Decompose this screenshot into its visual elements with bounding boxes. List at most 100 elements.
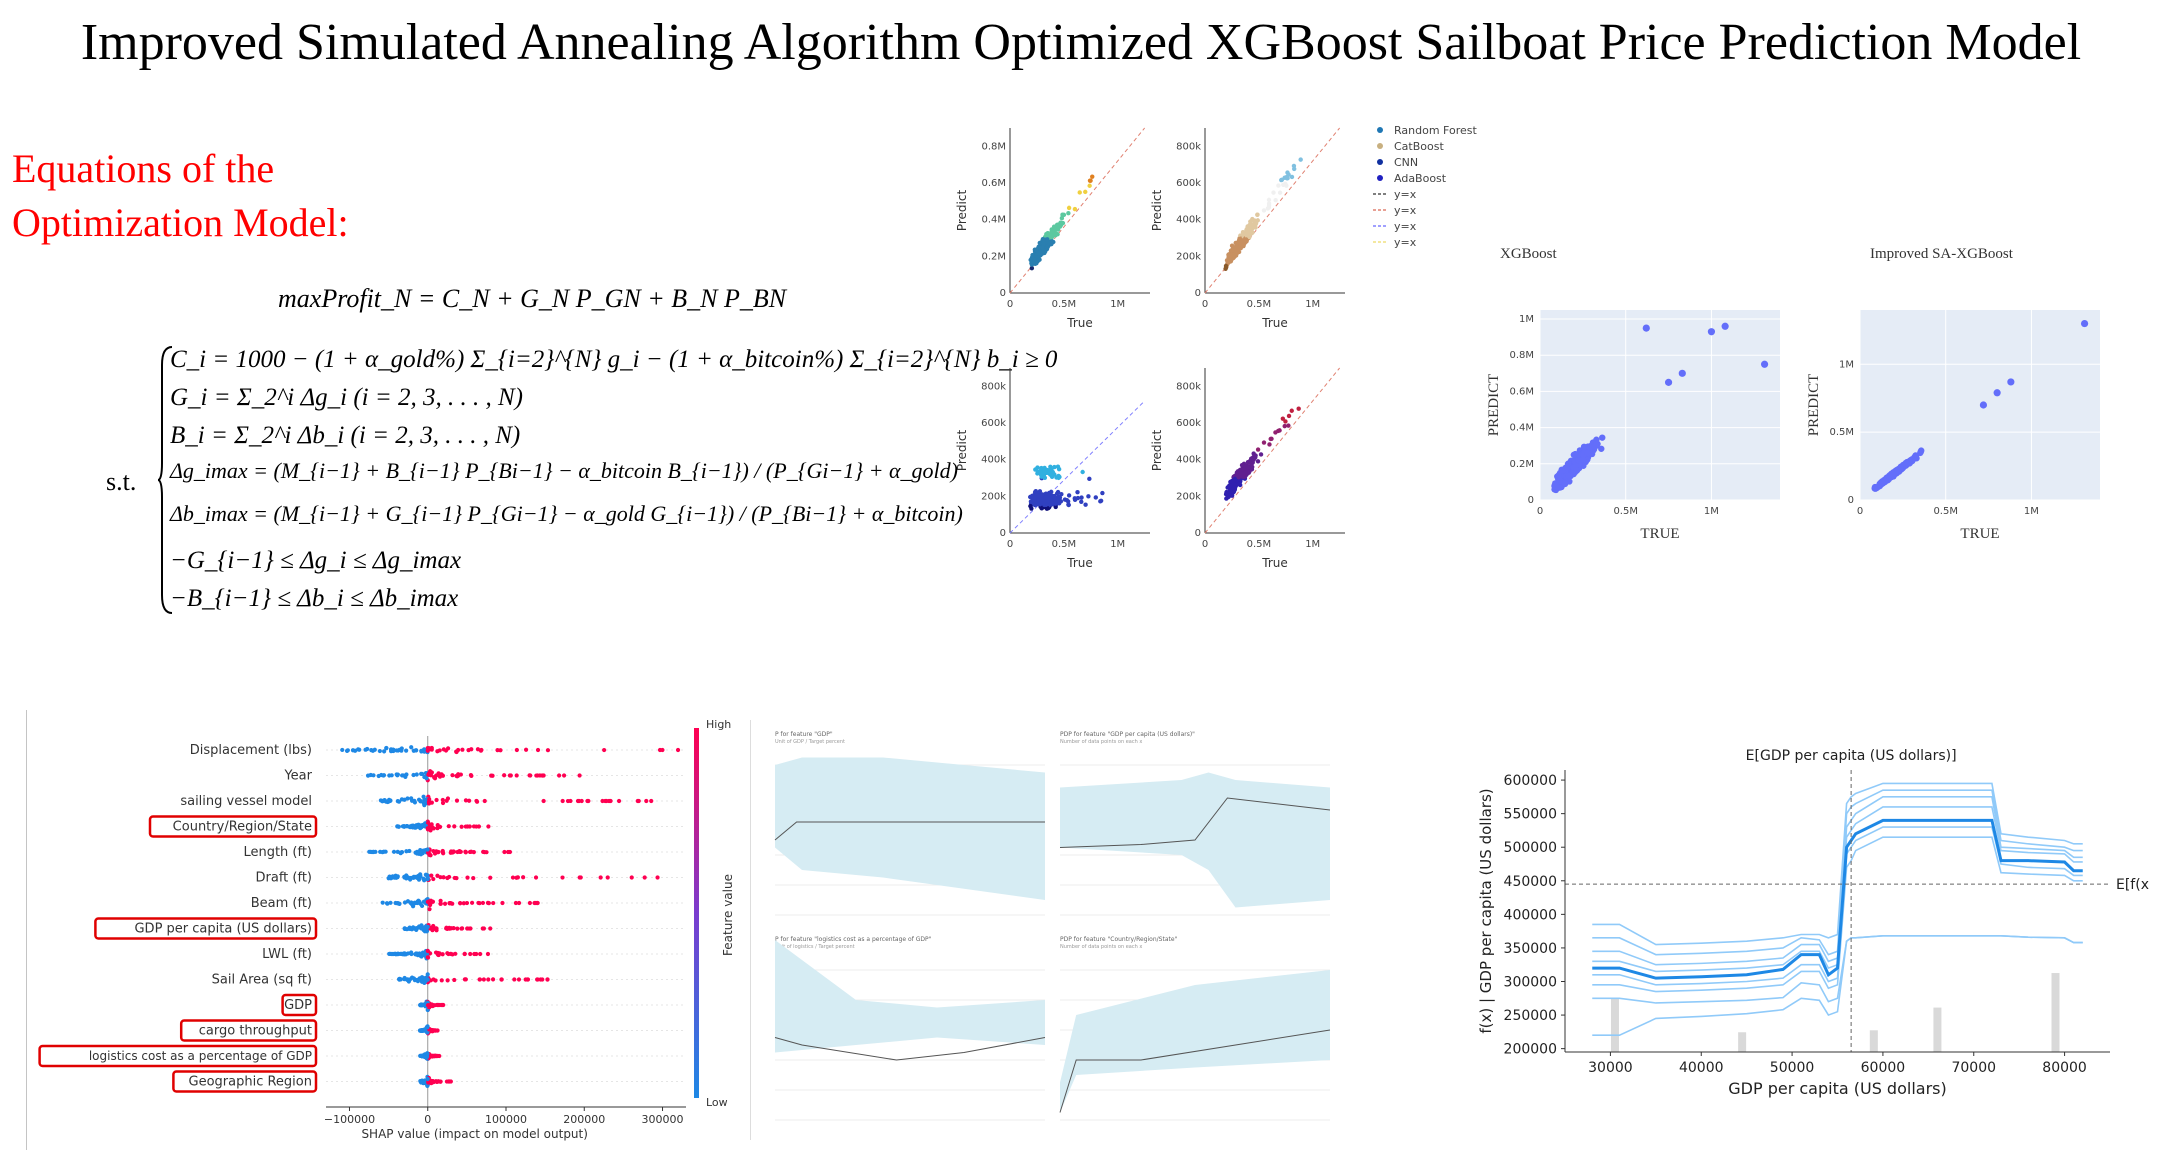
shap-point bbox=[416, 797, 422, 802]
shap-point bbox=[425, 955, 430, 960]
y-axis-label: Predict bbox=[955, 430, 969, 472]
identity-line bbox=[1204, 367, 1341, 534]
scatter-point bbox=[1036, 498, 1041, 503]
y-axis-label: Predict bbox=[1150, 190, 1164, 232]
shap-point bbox=[437, 774, 443, 779]
scatter-point bbox=[1053, 230, 1058, 236]
scatter-point bbox=[1250, 216, 1255, 222]
shap-point bbox=[340, 747, 345, 753]
shap-row: Displacement (lbs) bbox=[190, 743, 686, 758]
legend-marker bbox=[1377, 143, 1383, 149]
ice-line bbox=[1592, 935, 2083, 1037]
y-tick-label: 350000 bbox=[1504, 941, 1557, 957]
scatter-point bbox=[1249, 467, 1255, 472]
shap-point bbox=[485, 951, 491, 957]
shap-point bbox=[429, 925, 434, 930]
scatter-point bbox=[1240, 239, 1246, 244]
shap-point bbox=[660, 747, 665, 753]
shap-point bbox=[516, 900, 522, 906]
scatter-point bbox=[1033, 489, 1039, 494]
shap-point bbox=[545, 977, 550, 982]
pdp-subtitle: Unit of logistics / Target percent bbox=[775, 944, 855, 950]
shap-point bbox=[435, 1002, 440, 1008]
shap-point bbox=[491, 900, 496, 906]
scatter-point bbox=[1055, 464, 1061, 469]
y-axis-label: Predict bbox=[955, 190, 969, 232]
scatter-point bbox=[1047, 490, 1052, 496]
scatter-point bbox=[1058, 499, 1064, 504]
panel-title: Improved SA-XGBoost bbox=[1870, 246, 2014, 262]
shap-point bbox=[477, 901, 482, 906]
shap-point bbox=[512, 977, 517, 982]
scatter-point bbox=[1040, 236, 1046, 242]
scatter-point bbox=[1267, 442, 1272, 447]
shap-point bbox=[486, 824, 491, 829]
scatter-point bbox=[1038, 469, 1043, 475]
scatter-point bbox=[1030, 260, 1036, 265]
scatter-point bbox=[1035, 465, 1040, 470]
scatter-point bbox=[1030, 493, 1035, 498]
scatter-point bbox=[1251, 224, 1257, 230]
shap-point bbox=[488, 875, 493, 880]
feature-label: Country/Region/State bbox=[173, 820, 312, 835]
y-tick-label: 0.8M bbox=[981, 141, 1006, 152]
improved-sa-xgboost-scatter: Improved SA-XGBoost 0 0.5M 1M 0 0.5M 1M TRUE PRE… bbox=[1806, 246, 2100, 542]
shap-point bbox=[642, 875, 647, 880]
shap-point bbox=[417, 924, 422, 929]
shap-point bbox=[425, 1003, 431, 1008]
scatter-point bbox=[2080, 319, 2089, 328]
shap-row: LWL (ft) bbox=[262, 947, 686, 962]
y-tick-label: 0 bbox=[1195, 528, 1201, 539]
shap-point bbox=[442, 901, 448, 906]
shap-point bbox=[514, 875, 519, 880]
constraint-5: Δb_imax = (M_{i−1} + G_{i−1} P_{Gi−1} − … bbox=[170, 501, 963, 526]
shap-point bbox=[565, 798, 571, 804]
constraint-6: −G_{i−1} ≤ Δg_i ≤ Δg_imax bbox=[170, 547, 462, 574]
scatter-point bbox=[1559, 467, 1566, 474]
ice-line bbox=[1592, 796, 2083, 966]
scatter-point bbox=[1285, 176, 1290, 181]
shap-point bbox=[440, 952, 445, 957]
equations-heading: Equations of the Optimization Model: bbox=[12, 142, 349, 250]
scatter-point bbox=[1037, 257, 1042, 262]
shap-point bbox=[523, 977, 528, 982]
scatter-point bbox=[1054, 223, 1060, 228]
x-tick-label: 0.5M bbox=[1052, 539, 1077, 550]
shap-row: Beam (ft) bbox=[251, 896, 686, 912]
scatter-point bbox=[1045, 231, 1050, 236]
shap-point bbox=[602, 747, 607, 753]
x-tick-label: 0.5M bbox=[1247, 299, 1272, 310]
shap-point bbox=[422, 797, 427, 802]
y-tick-label: 800k bbox=[1176, 141, 1201, 152]
shap-point bbox=[435, 825, 440, 831]
shap-point bbox=[382, 798, 388, 803]
scatter-point bbox=[1066, 211, 1071, 216]
shap-point bbox=[389, 951, 394, 957]
y-tick-label: 0 bbox=[1000, 288, 1006, 299]
feature-label: Displacement (lbs) bbox=[190, 743, 312, 758]
shap-point bbox=[425, 977, 430, 982]
shap-point bbox=[425, 948, 430, 953]
scatter-point bbox=[1298, 157, 1303, 162]
scatter-point bbox=[1266, 197, 1272, 203]
shap-point bbox=[423, 872, 428, 877]
y-tick-label: 550000 bbox=[1504, 807, 1557, 823]
shap-point bbox=[482, 798, 487, 804]
shap-point bbox=[446, 824, 451, 829]
scatter-point bbox=[1072, 496, 1077, 501]
shap-point bbox=[384, 901, 390, 906]
scatter-point bbox=[1269, 436, 1274, 442]
shap-point bbox=[450, 901, 455, 906]
shap-point bbox=[499, 977, 504, 982]
expected-fx-annotation: E[f(x)] bbox=[2116, 877, 2150, 893]
y-tick-label: 0 bbox=[1195, 288, 1201, 299]
shap-point bbox=[419, 1003, 424, 1008]
shap-point bbox=[409, 951, 414, 957]
scatter-point bbox=[1086, 494, 1091, 499]
x-tick-label: 0.5M bbox=[1613, 506, 1638, 517]
scatter-point bbox=[1276, 183, 1281, 188]
shap-point bbox=[528, 773, 533, 778]
shap-point bbox=[471, 875, 476, 881]
shap-point bbox=[458, 900, 463, 906]
shap-point bbox=[459, 824, 464, 829]
